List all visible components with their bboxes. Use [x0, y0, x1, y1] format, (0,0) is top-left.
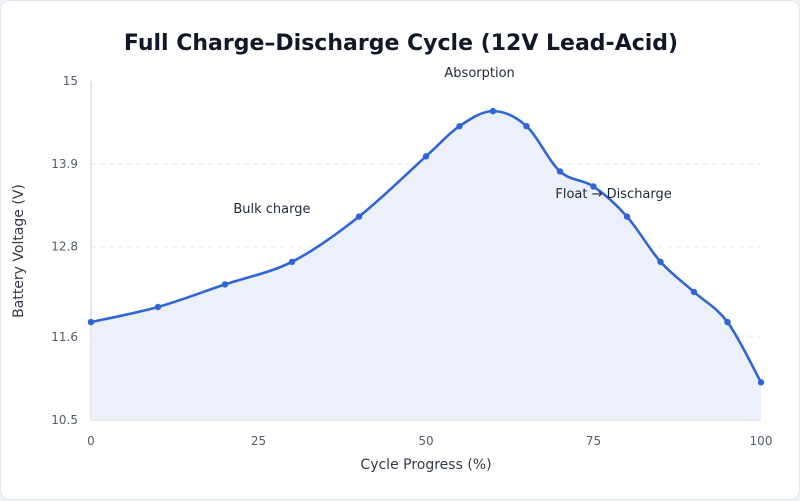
data-point	[590, 183, 597, 190]
chart-annotation: Bulk charge	[233, 202, 310, 217]
x-tick-labels: 0 25 50 75 100	[87, 434, 772, 448]
x-tick-label: 0	[87, 434, 95, 448]
data-point	[154, 303, 162, 311]
data-point	[724, 318, 731, 326]
series-line-path	[89, 109, 763, 384]
x-tick-label: 100	[750, 434, 773, 448]
x-tick-label: 25	[251, 434, 266, 448]
data-point	[221, 281, 229, 288]
data-point	[757, 379, 765, 386]
data-point	[623, 213, 631, 220]
chart-title: Full Charge–Discharge Cycle (12V Lead-Ac…	[124, 31, 678, 56]
series-line	[89, 109, 763, 384]
data-point	[556, 168, 564, 175]
x-tick-label: 50	[418, 434, 433, 448]
chart-annotation: Absorption	[444, 66, 514, 81]
y-tick-label: 11.6	[51, 330, 78, 344]
y-tick-label: 13.9	[51, 157, 78, 171]
data-point	[288, 258, 296, 265]
data-point	[87, 318, 95, 326]
x-axis-label: Cycle Progress (%)	[360, 457, 491, 473]
data-point	[456, 123, 463, 130]
data-point	[523, 123, 530, 130]
data-point	[690, 288, 698, 296]
y-axis-label: Battery Voltage (V)	[11, 184, 27, 318]
data-point	[489, 107, 497, 115]
annotations: Absorption Bulk charge Float → Discharge	[233, 66, 671, 217]
y-tick-labels: 10.5 11.6 12.8 13.9 15	[51, 74, 78, 427]
y-tick-label: 10.5	[51, 413, 78, 427]
chart-annotation: Float → Discharge	[555, 187, 671, 202]
data-point	[422, 153, 430, 160]
y-tick-label: 12.8	[51, 240, 78, 254]
data-point	[657, 258, 664, 265]
data-points	[87, 107, 765, 386]
x-tick-label: 75	[586, 434, 601, 448]
data-point	[355, 213, 363, 220]
y-tick-label: 15	[63, 74, 78, 88]
